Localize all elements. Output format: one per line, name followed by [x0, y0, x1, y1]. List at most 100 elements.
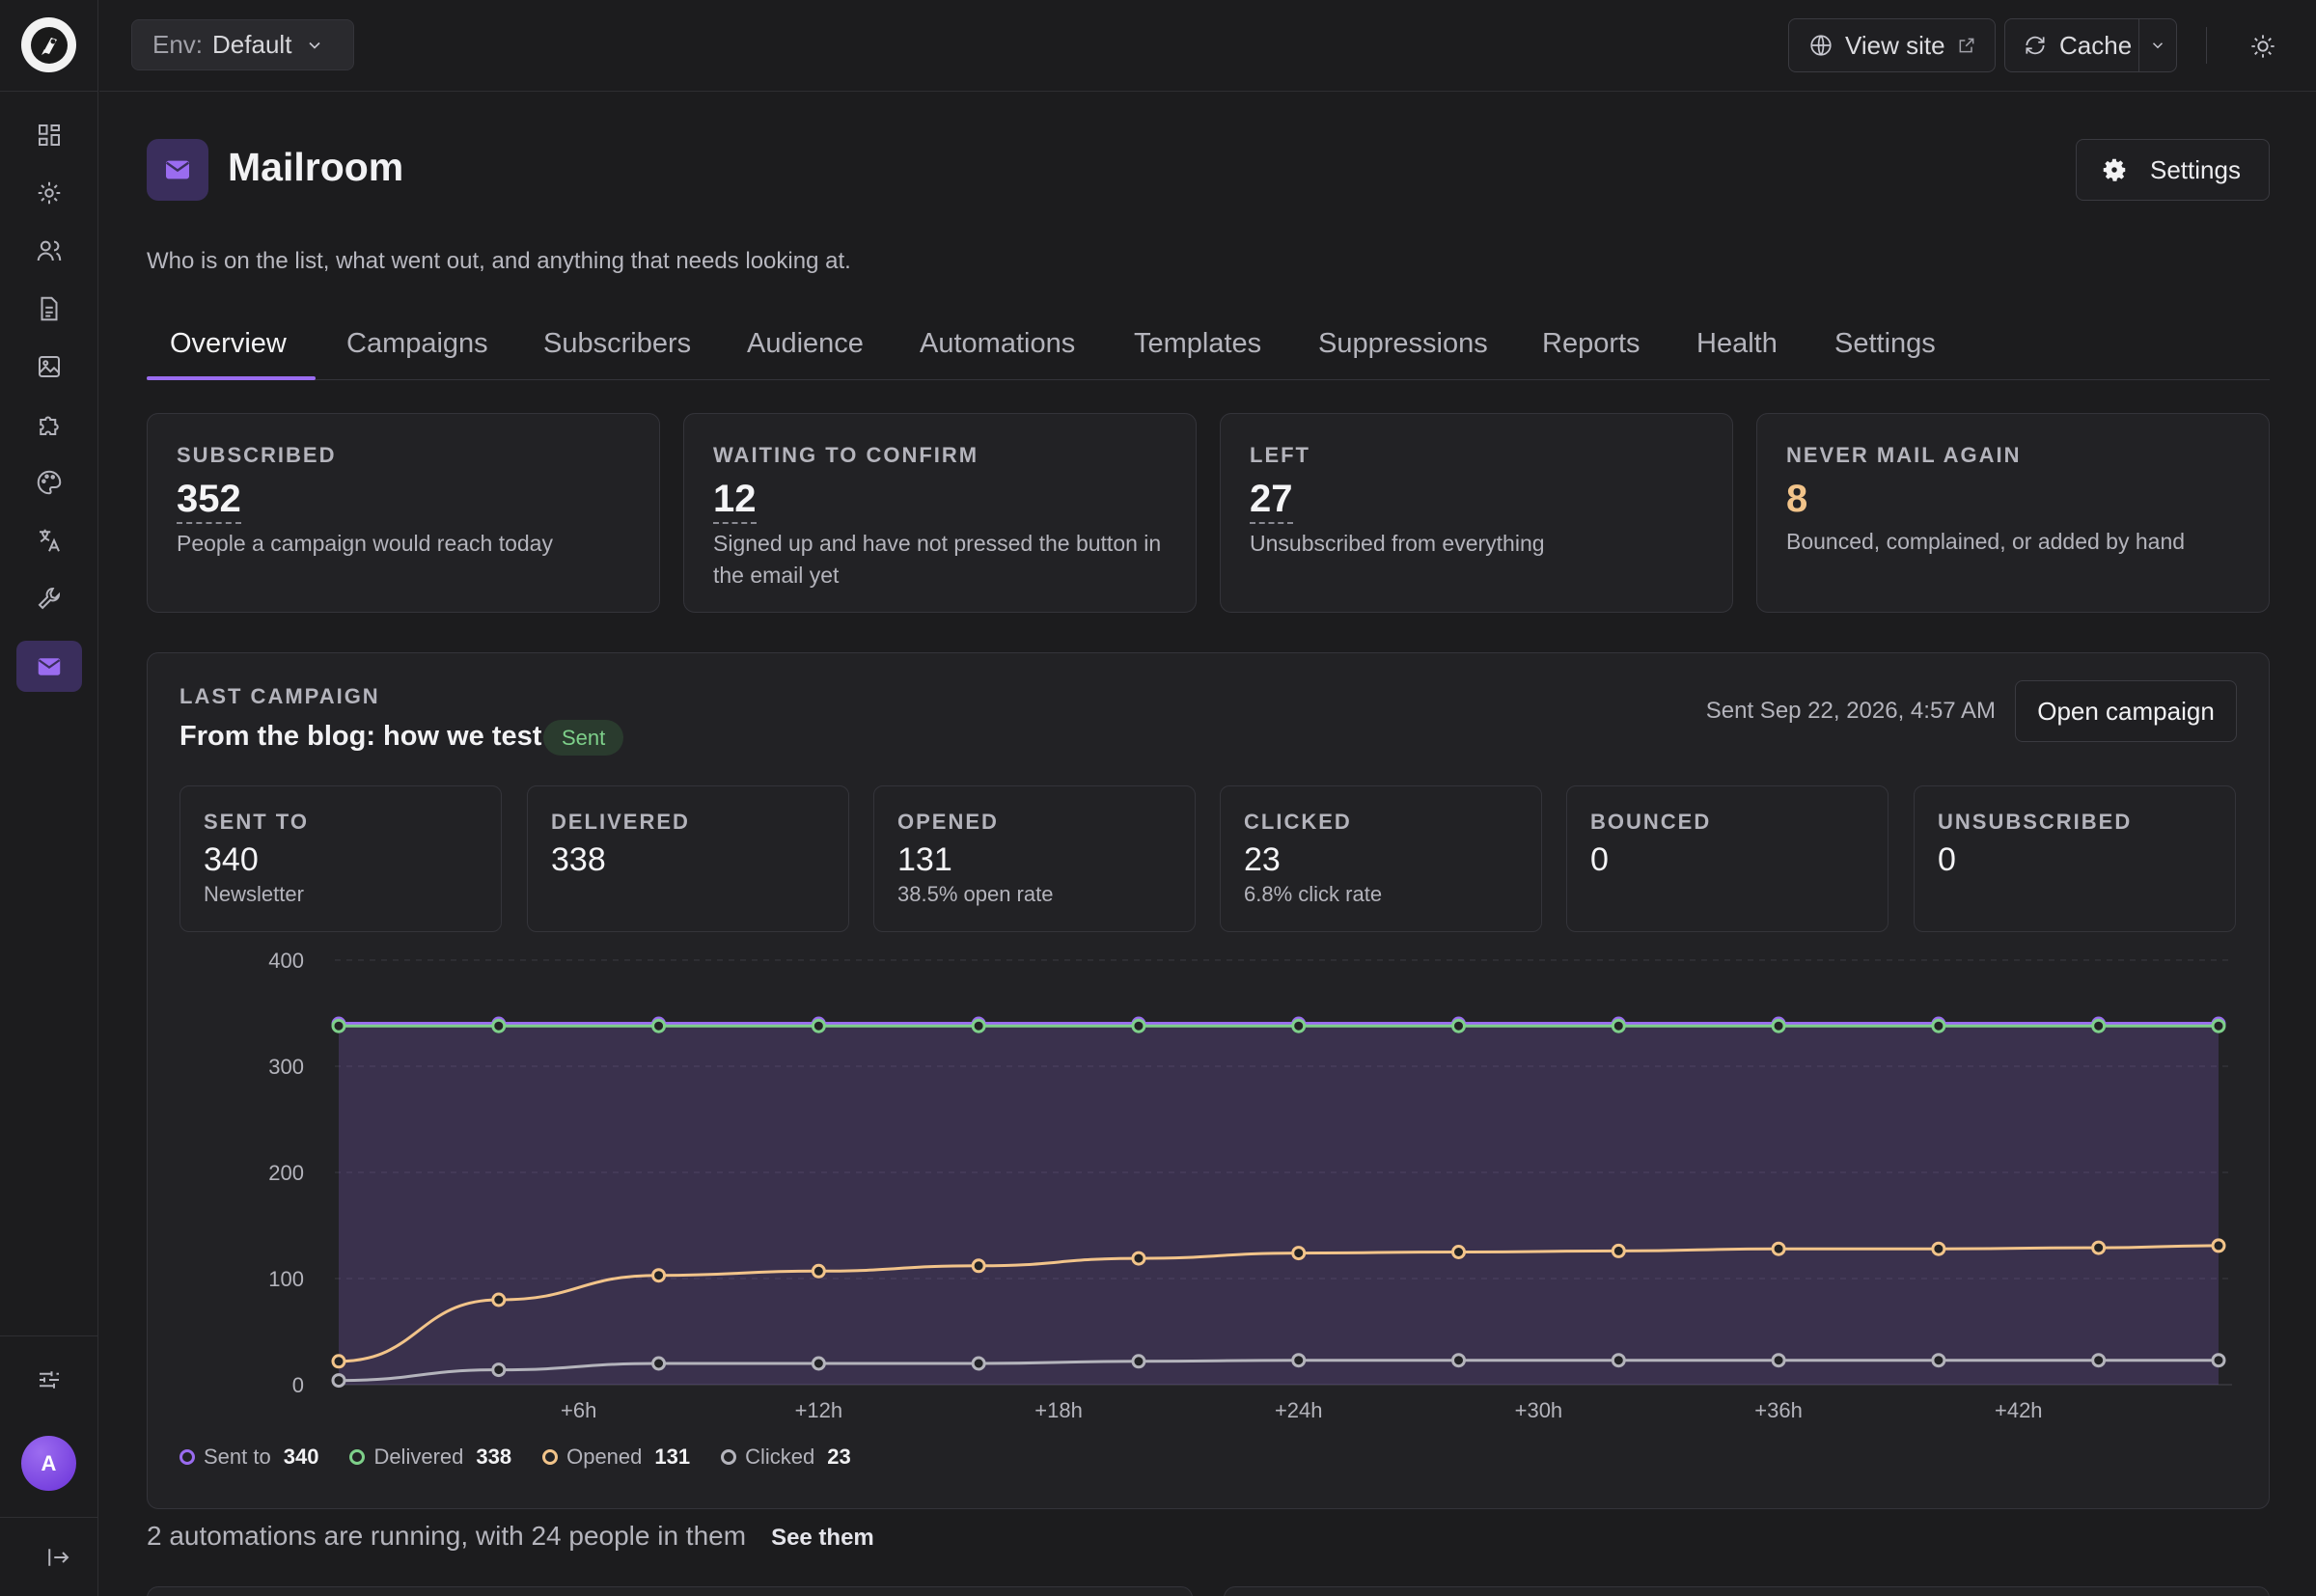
- data-point: [651, 1018, 667, 1033]
- kpi-value[interactable]: 12: [713, 478, 757, 524]
- stat-value: 0: [1590, 841, 1609, 878]
- data-point: [1611, 1353, 1626, 1368]
- tab-health[interactable]: Health: [1696, 328, 1778, 359]
- panel-card: [1224, 1586, 2270, 1596]
- stat-sub: Newsletter: [204, 881, 304, 906]
- document-icon[interactable]: [30, 289, 69, 328]
- data-point: [971, 1258, 986, 1274]
- open-campaign-button[interactable]: Open campaign: [2015, 680, 2237, 742]
- legend-value: 338: [476, 1445, 512, 1469]
- cache-menu-button[interactable]: [2138, 18, 2177, 72]
- data-point: [1451, 1018, 1467, 1033]
- legend-item-sent-to[interactable]: Sent to 340: [179, 1445, 318, 1470]
- legend-item-clicked[interactable]: Clicked 23: [721, 1445, 851, 1470]
- users-icon[interactable]: [30, 232, 69, 270]
- legend-value: 23: [827, 1445, 851, 1469]
- tab-settings[interactable]: Settings: [1834, 328, 1936, 359]
- image-icon[interactable]: [30, 347, 69, 386]
- kpi-never-mail-again: NEVER MAIL AGAIN 8 Bounced, complained, …: [1756, 413, 2270, 613]
- campaign-title: From the blog: how we test: [179, 721, 542, 752]
- theme-toggle[interactable]: [2244, 27, 2282, 66]
- data-point: [1611, 1018, 1626, 1033]
- data-point: [2091, 1018, 2107, 1033]
- tab-automations[interactable]: Automations: [920, 328, 1076, 359]
- area-sent-to: [339, 1024, 2219, 1385]
- app-logo[interactable]: [21, 17, 76, 72]
- automations-summary: 2 automations are running, with 24 peopl…: [147, 1521, 874, 1552]
- translate-icon[interactable]: [30, 521, 69, 560]
- puzzle-icon[interactable]: [30, 405, 69, 444]
- stat-label: UNSUBSCRIBED: [1938, 810, 2133, 834]
- sidebar-divider: [0, 91, 98, 92]
- tab-overview[interactable]: Overview: [170, 328, 287, 359]
- stat-delivered: DELIVERED 338: [527, 785, 849, 932]
- tab-audience[interactable]: Audience: [747, 328, 864, 359]
- x-tick-label: +24h: [1275, 1398, 1323, 1422]
- data-point: [971, 1356, 986, 1371]
- stat-value: 0: [1938, 841, 1956, 878]
- data-point: [1771, 1353, 1786, 1368]
- view-site-button[interactable]: View site: [1788, 18, 1996, 72]
- data-point: [2211, 1018, 2226, 1033]
- dashboard-icon[interactable]: [30, 116, 69, 154]
- topbar-divider: [2206, 27, 2207, 64]
- sidebar: A: [0, 0, 98, 1596]
- globe-icon: [1810, 35, 1832, 56]
- settings-button[interactable]: Settings: [2076, 139, 2270, 201]
- tab-suppressions[interactable]: Suppressions: [1318, 328, 1488, 359]
- campaign-chart: 0 100 200 300 400 +6h +12h +18h +24h +30h +36h +42h: [268, 949, 2232, 1422]
- stat-label: CLICKED: [1244, 810, 1352, 834]
- env-selector[interactable]: Env: Default: [131, 19, 354, 70]
- sliders-icon[interactable]: [30, 1361, 69, 1399]
- kpi-value[interactable]: 352: [177, 478, 241, 524]
- kpi-subscribed: SUBSCRIBED 352 People a campaign would r…: [147, 413, 660, 613]
- legend-label: Clicked: [745, 1445, 815, 1469]
- status-badge: Sent: [543, 720, 624, 756]
- refresh-icon: [2026, 36, 2045, 55]
- avatar[interactable]: A: [21, 1436, 76, 1491]
- see-automations-link[interactable]: See them: [771, 1525, 874, 1551]
- stat-sub: 6.8% click rate: [1244, 881, 1383, 906]
- legend-value: 340: [283, 1445, 319, 1469]
- x-tick-label: +12h: [795, 1398, 843, 1422]
- palette-icon[interactable]: [30, 463, 69, 502]
- sidebar-divider: [0, 1517, 98, 1518]
- kpi-desc: Signed up and have not pressed the butto…: [713, 531, 1162, 589]
- legend-item-opened[interactable]: Opened 131: [542, 1445, 690, 1470]
- legend-swatch: [721, 1449, 737, 1465]
- active-tab-indicator: [147, 376, 316, 380]
- stat-value: 338: [551, 841, 606, 878]
- series-line-opened: [338, 1244, 2220, 1363]
- wrench-icon[interactable]: [30, 579, 69, 618]
- tab-templates[interactable]: Templates: [1134, 328, 1262, 359]
- settings-button-label: Settings: [2150, 154, 2241, 184]
- stat-clicked: CLICKED 23 6.8% click rate: [1220, 785, 1542, 932]
- stat-bounced: BOUNCED 0: [1566, 785, 1889, 932]
- data-point: [811, 1356, 826, 1371]
- collapse-sidebar-icon[interactable]: [39, 1538, 77, 1577]
- kpi-value[interactable]: 27: [1250, 478, 1293, 524]
- view-site-label: View site: [1845, 30, 1945, 60]
- x-tick-label: +36h: [1754, 1398, 1803, 1422]
- x-tick-label: +30h: [1515, 1398, 1563, 1422]
- stat-label: DELIVERED: [551, 810, 690, 834]
- data-point: [1931, 1241, 1946, 1256]
- data-point: [2211, 1238, 2226, 1253]
- mail-icon: [165, 160, 190, 179]
- cache-button[interactable]: Cache: [2004, 18, 2139, 72]
- legend-item-delivered[interactable]: Delivered 338: [349, 1445, 511, 1470]
- stat-unsubscribed: UNSUBSCRIBED 0: [1914, 785, 2236, 932]
- rocket-logo-icon: [30, 26, 68, 64]
- y-tick-label: 300: [268, 1055, 304, 1079]
- kpi-desc: People a campaign would reach today: [177, 531, 553, 556]
- tab-subscribers[interactable]: Subscribers: [543, 328, 692, 359]
- data-point: [2091, 1353, 2107, 1368]
- sidebar-item-mailroom[interactable]: [16, 641, 82, 692]
- tab-campaigns[interactable]: Campaigns: [346, 328, 488, 359]
- tab-reports[interactable]: Reports: [1542, 328, 1640, 359]
- data-point: [1451, 1245, 1467, 1259]
- external-link-icon: [1959, 38, 1973, 53]
- data-point: [1291, 1353, 1307, 1368]
- gear-icon: [2103, 158, 2126, 181]
- gear-icon[interactable]: [30, 174, 69, 212]
